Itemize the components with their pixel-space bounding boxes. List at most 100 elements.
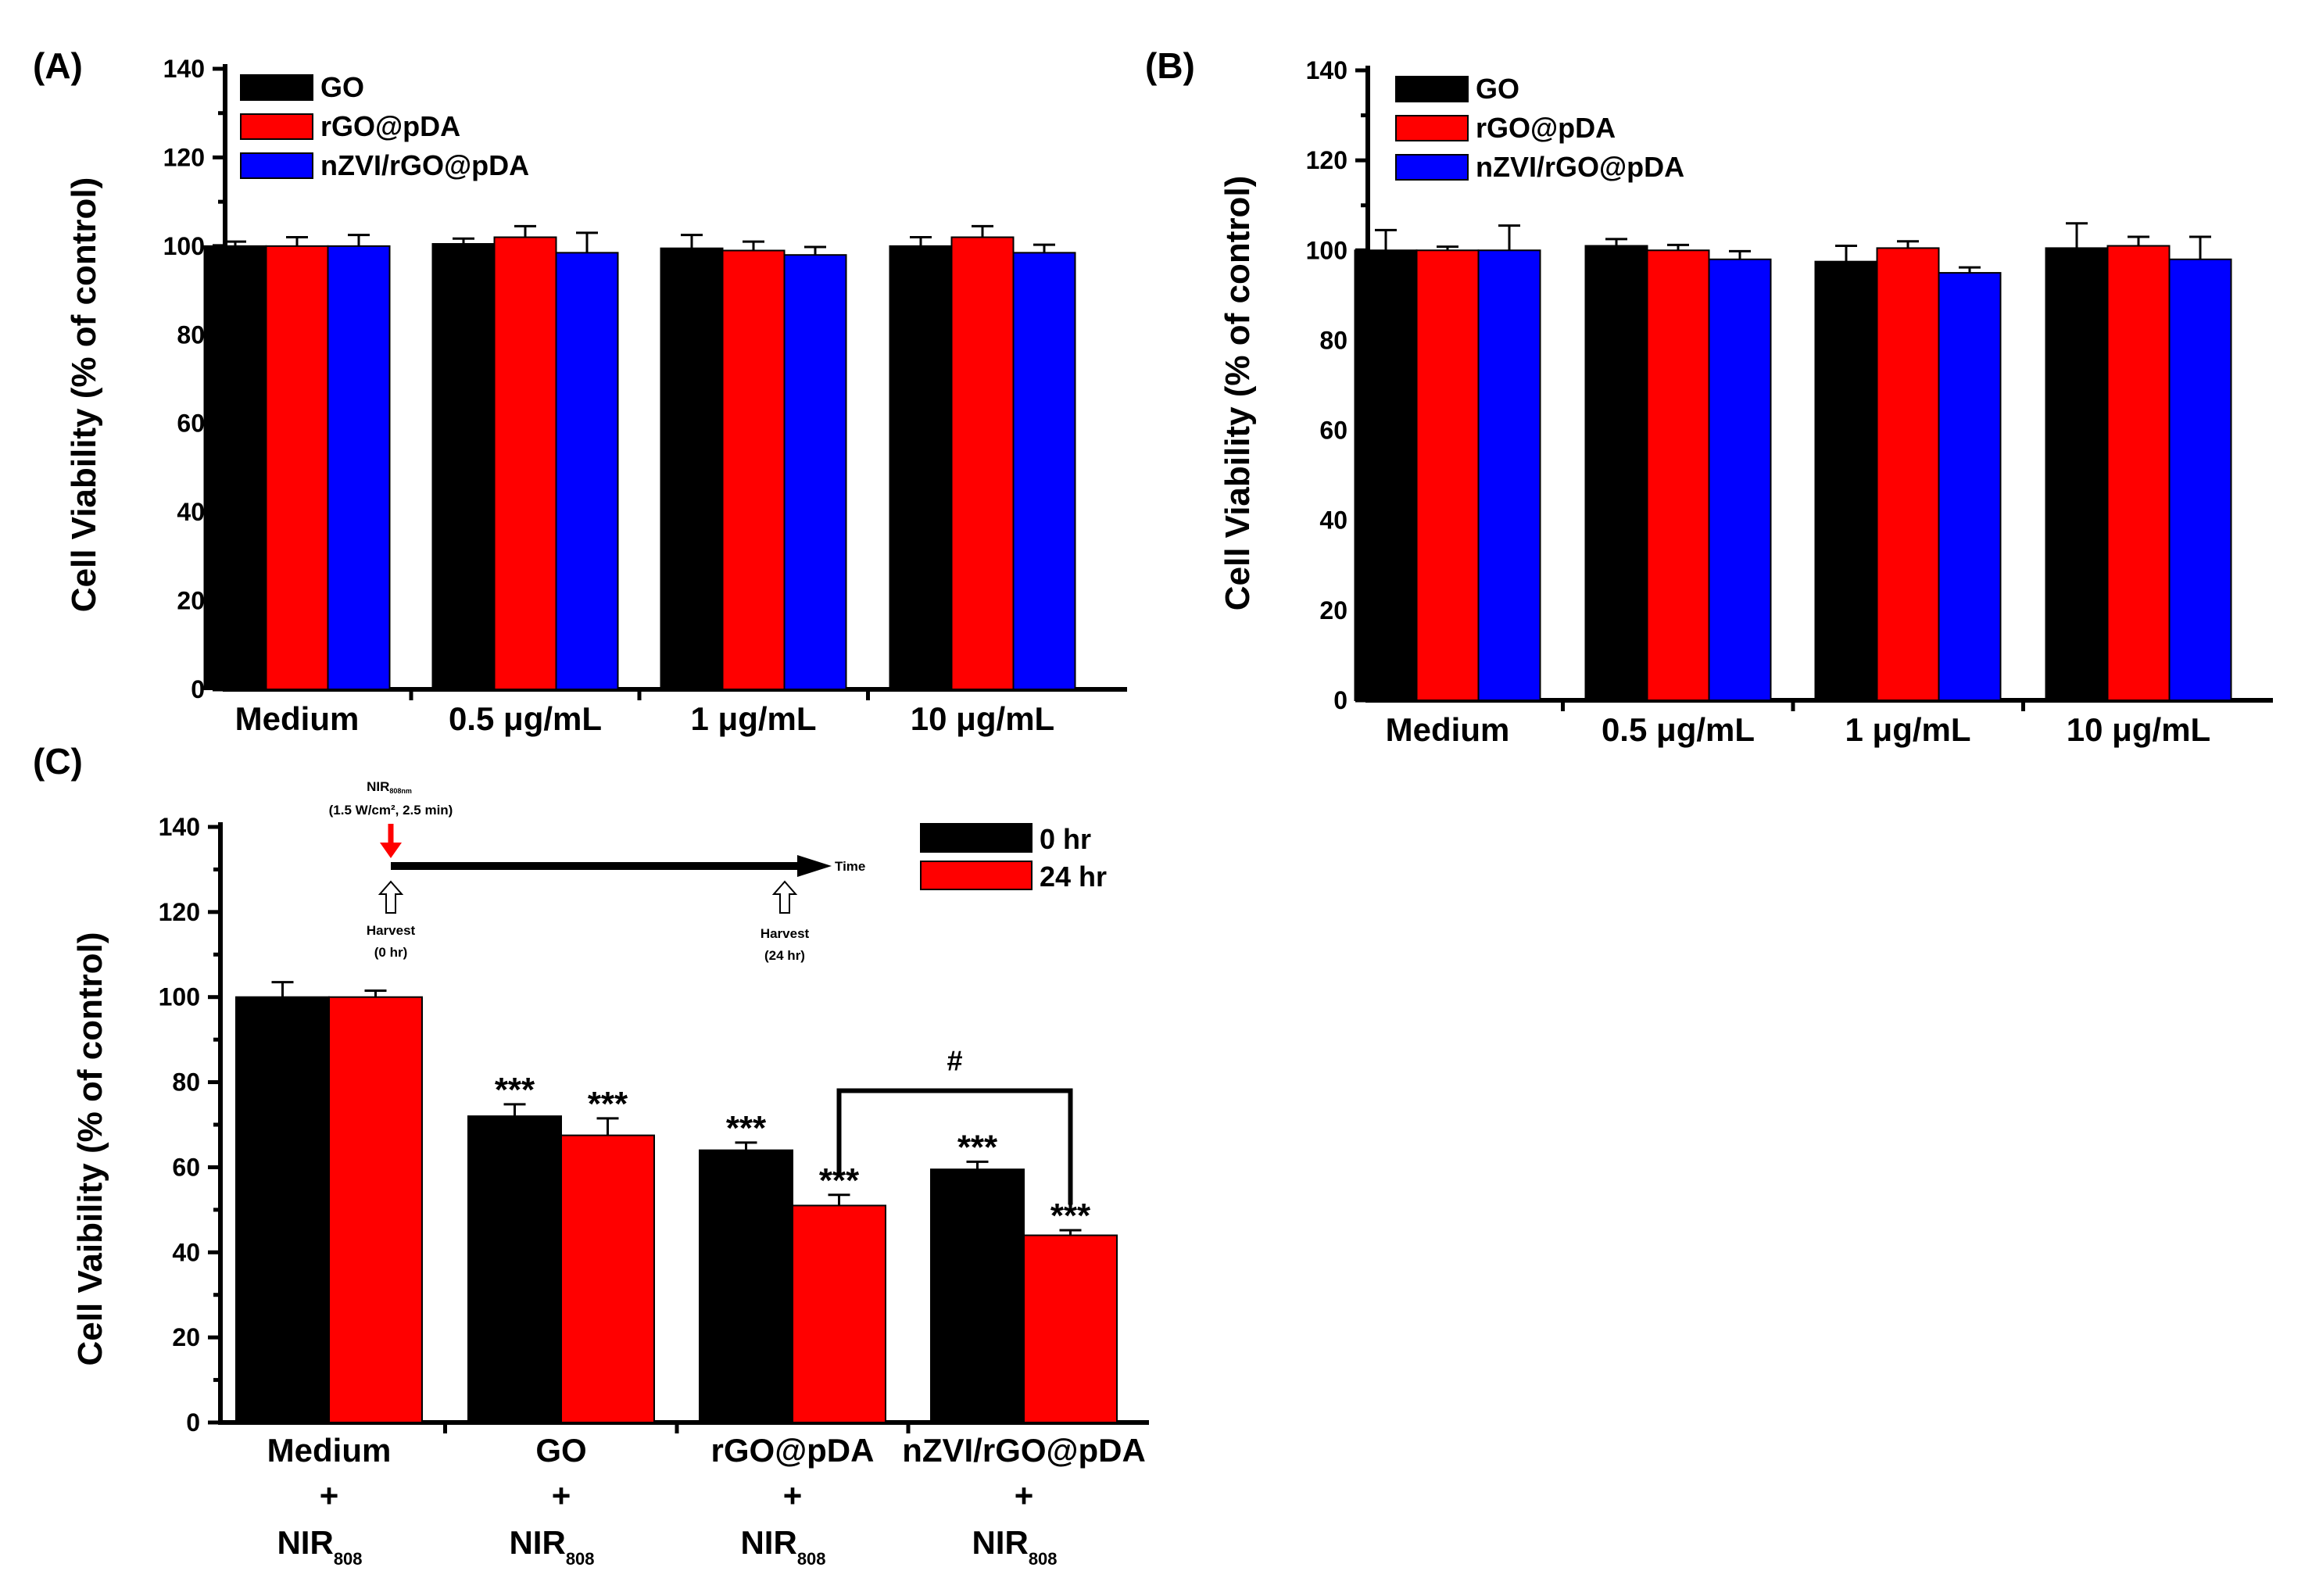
legend-label: rGO@pDA [320,110,460,142]
x-category-nir: NIR808 [509,1524,594,1569]
inset-time-label: Time [835,859,865,874]
legend-swatch [240,152,313,179]
bar-rgo-pda [721,249,786,690]
bar-go [2045,247,2109,701]
legend-swatch [240,113,313,140]
y-tick-label: 20 [177,587,205,615]
bar-rgo-pda [265,245,329,691]
legend-label: nZVI/rGO@pDA [320,149,529,181]
y-tick-label: 140 [159,813,200,841]
bar-go [1584,245,1648,701]
y-tick-label: 80 [172,1068,200,1097]
legend-swatch [920,861,1033,890]
y-tick-label: 100 [163,232,205,260]
bar-nzvi-rgo-pda [1938,272,2002,702]
bar-0-hr [467,1115,562,1423]
legend-swatch [1395,154,1469,181]
panel-label-b: (B) [1145,45,1195,86]
x-category-label: 1 μg/mL [1845,711,1970,748]
harvest-0-arrow-icon [378,880,404,914]
plot-area-b: 0 20 40 60 80 100 120 140 Medium 0.5 μg/mL 1 μg/mL… [1306,56,2273,748]
significance-stars: *** [726,1109,767,1147]
x-category-label: 1 μg/mL [690,700,816,737]
panel-c: (C) Cell Vaibility (% of control) 0 20 40 6… [33,741,1149,1569]
x-category-label: 10 μg/mL [2067,711,2210,748]
y-tick-label: 140 [163,55,205,83]
x-category-plus: + [320,1477,339,1514]
bar-24-hr [560,1134,655,1424]
panel-b: (B) Cell Viability (% of control) 0 20 40 6… [1145,45,2273,748]
bar-24-hr [1023,1234,1118,1423]
y-axis-label-a: Cell Viability (% of control) [65,177,103,613]
y-tick-label: 0 [1333,686,1347,714]
x-category-label: 0.5 μg/mL [1602,711,1755,748]
bar-nzvi-rgo-pda [783,254,847,690]
plot-area-a: 0 20 40 60 80 100 120 140 Medium 0.5 μg/mL 1 μg/mL… [163,55,1127,737]
x-category-nir: NIR808 [740,1524,825,1569]
y-tick-label: 20 [1319,596,1347,624]
bar-go [889,245,953,691]
y-tick-label: 140 [1306,56,1347,84]
bar-nzvi-rgo-pda [1012,252,1076,691]
x-category-nir: NIR808 [277,1524,362,1569]
harvest-24-line1: Harvest [761,926,810,941]
significance-stars: *** [957,1128,998,1166]
y-tick-label: 60 [172,1153,200,1181]
bar-go [660,247,724,690]
bar-rgo-pda [2106,245,2171,701]
bar-nzvi-rgo-pda [1477,249,1541,701]
y-tick-label: 40 [177,498,205,526]
y-tick-label: 0 [191,675,205,703]
x-category-plus: + [552,1477,571,1514]
bar-rgo-pda [1876,247,1940,701]
x-category-label: Medium [235,700,360,737]
bar-rgo-pda [1646,249,1710,701]
panel-label-c: (C) [33,741,83,782]
bar-rgo-pda [493,236,557,690]
x-category-label: Medium [267,1432,392,1469]
x-category-label: GO [535,1432,586,1469]
bar-rgo-pda [950,236,1015,690]
legend-label: GO [1476,73,1519,105]
panel-label-a: (A) [33,45,83,86]
x-category-nir: NIR808 [972,1524,1057,1569]
y-tick-label: 120 [159,898,200,926]
bar-go [431,243,496,690]
y-tick-label: 40 [172,1238,200,1266]
panel-a: (A) Cell Viability (% of control) 0 20 40 6… [33,45,1127,737]
harvest-0-line1: Harvest [367,923,416,938]
bar-0-hr [235,996,330,1423]
y-tick-label: 100 [1306,236,1347,264]
nir-arrow-icon [380,824,402,858]
legend-swatch [240,74,313,101]
legend-swatch [1395,76,1469,102]
bar-rgo-pda [1415,249,1480,701]
harvest-24-line2: (24 hr) [764,948,805,963]
inset-nir-label: NIR808nm [367,779,412,795]
timeline-arrow-icon [391,855,832,877]
y-axis-label-c: Cell Vaibility (% of control) [71,932,109,1366]
bar-24-hr [792,1204,886,1424]
y-axis-label-b: Cell Viability (% of control) [1219,176,1257,611]
bar-0-hr [699,1149,793,1423]
significance-stars: *** [495,1071,535,1109]
y-tick-label: 20 [172,1323,200,1351]
timeline-inset: NIR808nm (1.5 W/cm², 2.5 min) Time Harve… [329,779,866,963]
bar-nzvi-rgo-pda [2168,258,2232,701]
bar-nzvi-rgo-pda [327,245,391,691]
y-tick-label: 60 [177,410,205,438]
legend-label: 24 hr [1040,861,1107,893]
inset-nir-params: (1.5 W/cm², 2.5 min) [329,803,453,818]
y-tick-label: 120 [163,143,205,171]
x-category-plus: + [783,1477,803,1514]
legend-label: nZVI/rGO@pDA [1476,151,1684,183]
legend-swatch [920,823,1033,853]
x-category-label: 0.5 μg/mL [449,700,602,737]
significance-hash: # [947,1044,962,1076]
legend-label: GO [320,71,364,103]
y-tick-label: 0 [186,1408,200,1437]
x-category-label: rGO@pDA [711,1432,875,1469]
harvest-24-arrow-icon [771,880,798,914]
